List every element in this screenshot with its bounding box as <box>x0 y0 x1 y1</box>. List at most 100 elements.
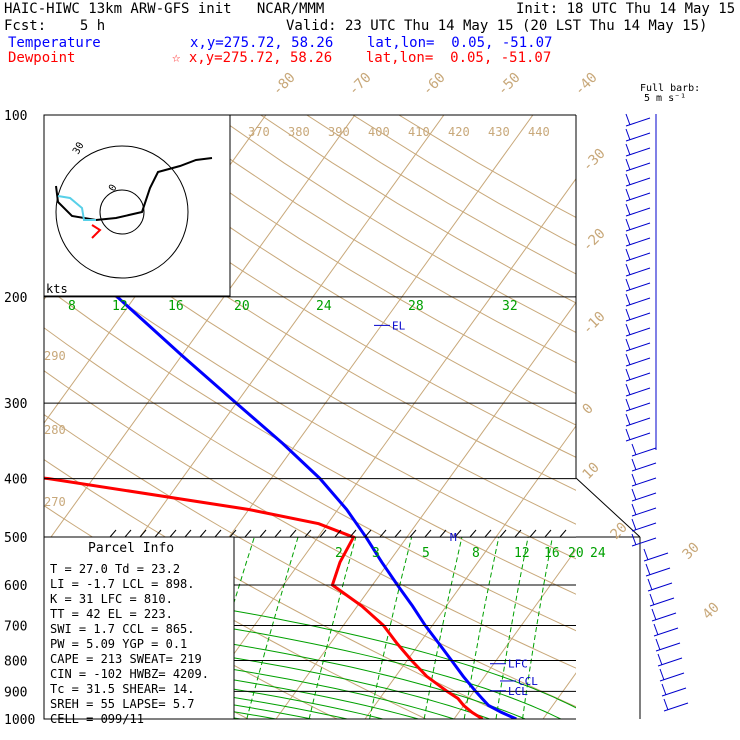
wind-barb <box>625 203 631 216</box>
level-mark-label: CCL <box>518 675 538 688</box>
wind-barb <box>647 578 653 591</box>
isotherm-label: 20 <box>608 520 631 543</box>
pressure-tick-label: 200 <box>4 291 27 306</box>
freezing-hatch-mark <box>139 529 147 538</box>
wind-barb <box>625 323 631 336</box>
mixing-ratio-label: 12 <box>514 546 530 561</box>
dry-adiabat-line <box>214 115 576 333</box>
wind-barb <box>625 263 631 276</box>
pressure-tick-label: 100 <box>4 109 27 124</box>
mixing-ratio-line <box>463 537 500 719</box>
freezing-hatch-mark <box>424 529 432 538</box>
parcel-info-box <box>43 536 235 720</box>
init-text: Init: 18 UTC Thu 14 May 15 <box>516 1 736 17</box>
hodograph-frame <box>43 114 231 297</box>
wind-barb <box>631 458 637 471</box>
hodograph-units: kts <box>46 282 68 296</box>
pressure-tick-label: 600 <box>4 579 27 594</box>
freezing-hatch-mark <box>289 529 297 538</box>
mixing-ratio-label: 24 <box>590 546 606 561</box>
wind-barb <box>657 653 663 666</box>
dry-adiabat-line <box>44 204 576 525</box>
forecast-hour-text: Fcst: 5 h <box>4 18 106 34</box>
level-mark-label: EL <box>392 319 406 332</box>
freezing-hatch-mark <box>109 529 117 538</box>
wind-barb <box>631 488 637 501</box>
temperature-location: x,y=275.72, 58.26 lat,lon= 0.05, -51.07 <box>190 35 553 51</box>
isotherm-label: 40 <box>700 600 723 623</box>
theta-e-label: 12 <box>112 299 128 314</box>
dewpoint-location: ☆ x,y=275.72, 58.26 lat,lon= 0.05, -51.0… <box>172 50 552 66</box>
mixing-ratio-line <box>522 537 553 719</box>
wind-barb <box>655 638 661 651</box>
freezing-hatch-mark <box>559 529 567 538</box>
wind-barb <box>625 143 631 156</box>
isotherm-line <box>186 177 576 719</box>
pressure-tick-label: 500 <box>4 531 27 546</box>
wind-barb <box>625 428 631 441</box>
dry-adiabat-line <box>352 115 576 247</box>
isotherm-label: 0 <box>580 401 597 418</box>
wind-barb <box>625 338 631 351</box>
barb-key-units: 5 m s⁻¹ <box>644 93 687 104</box>
dry-adiabat-line <box>44 285 576 595</box>
wind-barb <box>625 353 631 366</box>
wind-barb <box>659 668 665 681</box>
parcel-info-row: CIN = -102 HWBZ= 4209. <box>50 667 209 681</box>
hodograph-ring-inner <box>99 189 145 235</box>
isotherm-line <box>542 672 576 719</box>
parcel-info-row: Tc = 31.5 SHEAR= 14. <box>50 682 195 696</box>
isotherm-label: -10 <box>580 309 609 338</box>
wind-barb <box>625 128 631 141</box>
isotherm-label: -40 <box>572 70 601 99</box>
isotherm-label: -80 <box>270 70 299 99</box>
theta-e-label: 8 <box>68 299 76 314</box>
dry-adiabat-line <box>76 115 576 426</box>
theta-e-label: 16 <box>168 299 184 314</box>
wind-barb <box>631 473 637 486</box>
wind-barb <box>663 698 669 711</box>
mixing-ratio-label: 5 <box>422 546 430 561</box>
pressure-tick-label: 700 <box>4 619 27 634</box>
wind-barb <box>625 158 631 171</box>
wind-barb <box>625 368 631 381</box>
parcel-info-row: TT = 42 EL = 223. <box>50 607 173 621</box>
mixing-ratio-line <box>199 537 255 719</box>
freezing-hatch-mark <box>484 529 492 538</box>
freezing-hatch-mark <box>454 529 462 538</box>
dry-adiabat-line <box>44 164 576 491</box>
mixing-ratio-label: 8 <box>472 546 480 561</box>
freezing-hatch-mark <box>394 529 402 538</box>
wind-barb <box>625 218 631 231</box>
freezing-hatch-mark <box>469 529 477 538</box>
mixing-ratio-line <box>246 537 299 719</box>
level-mark-label: LFC <box>508 658 528 671</box>
wind-barb <box>625 308 631 321</box>
wind-barb <box>631 443 637 456</box>
freezing-hatch-mark <box>364 529 372 538</box>
isotherm-line <box>632 115 740 719</box>
hodograph-trace-low <box>57 195 96 221</box>
hodograph-ring-label: 0 <box>107 183 120 194</box>
theta-label: 440 <box>528 125 550 139</box>
freezing-hatch-mark <box>349 529 357 538</box>
wind-barb <box>625 293 631 306</box>
wind-barb <box>625 278 631 291</box>
mixing-ratio-label: 2 <box>335 546 343 561</box>
theta-e-label: 28 <box>408 299 424 314</box>
pressure-tick-label: 900 <box>4 685 27 700</box>
isotherm-label: -50 <box>495 70 524 99</box>
hodograph-ring-outer <box>55 145 189 279</box>
freezing-hatch-mark <box>229 529 237 538</box>
freezing-hatch-mark <box>199 529 207 538</box>
pressure-tick-label: 400 <box>4 473 27 488</box>
wind-barb <box>661 683 667 696</box>
title-text: HAIC-HIWC 13km ARW-GFS init NCAR/MMM <box>4 1 325 17</box>
wind-barb <box>625 383 631 396</box>
wind-barb <box>625 173 631 186</box>
wind-barb <box>649 593 655 606</box>
freezing-hatch-mark <box>124 529 132 538</box>
valid-text: Valid: 23 UTC Thu 14 May 15 (20 LST Thu … <box>286 18 708 34</box>
theta-label: 280 <box>44 423 66 437</box>
